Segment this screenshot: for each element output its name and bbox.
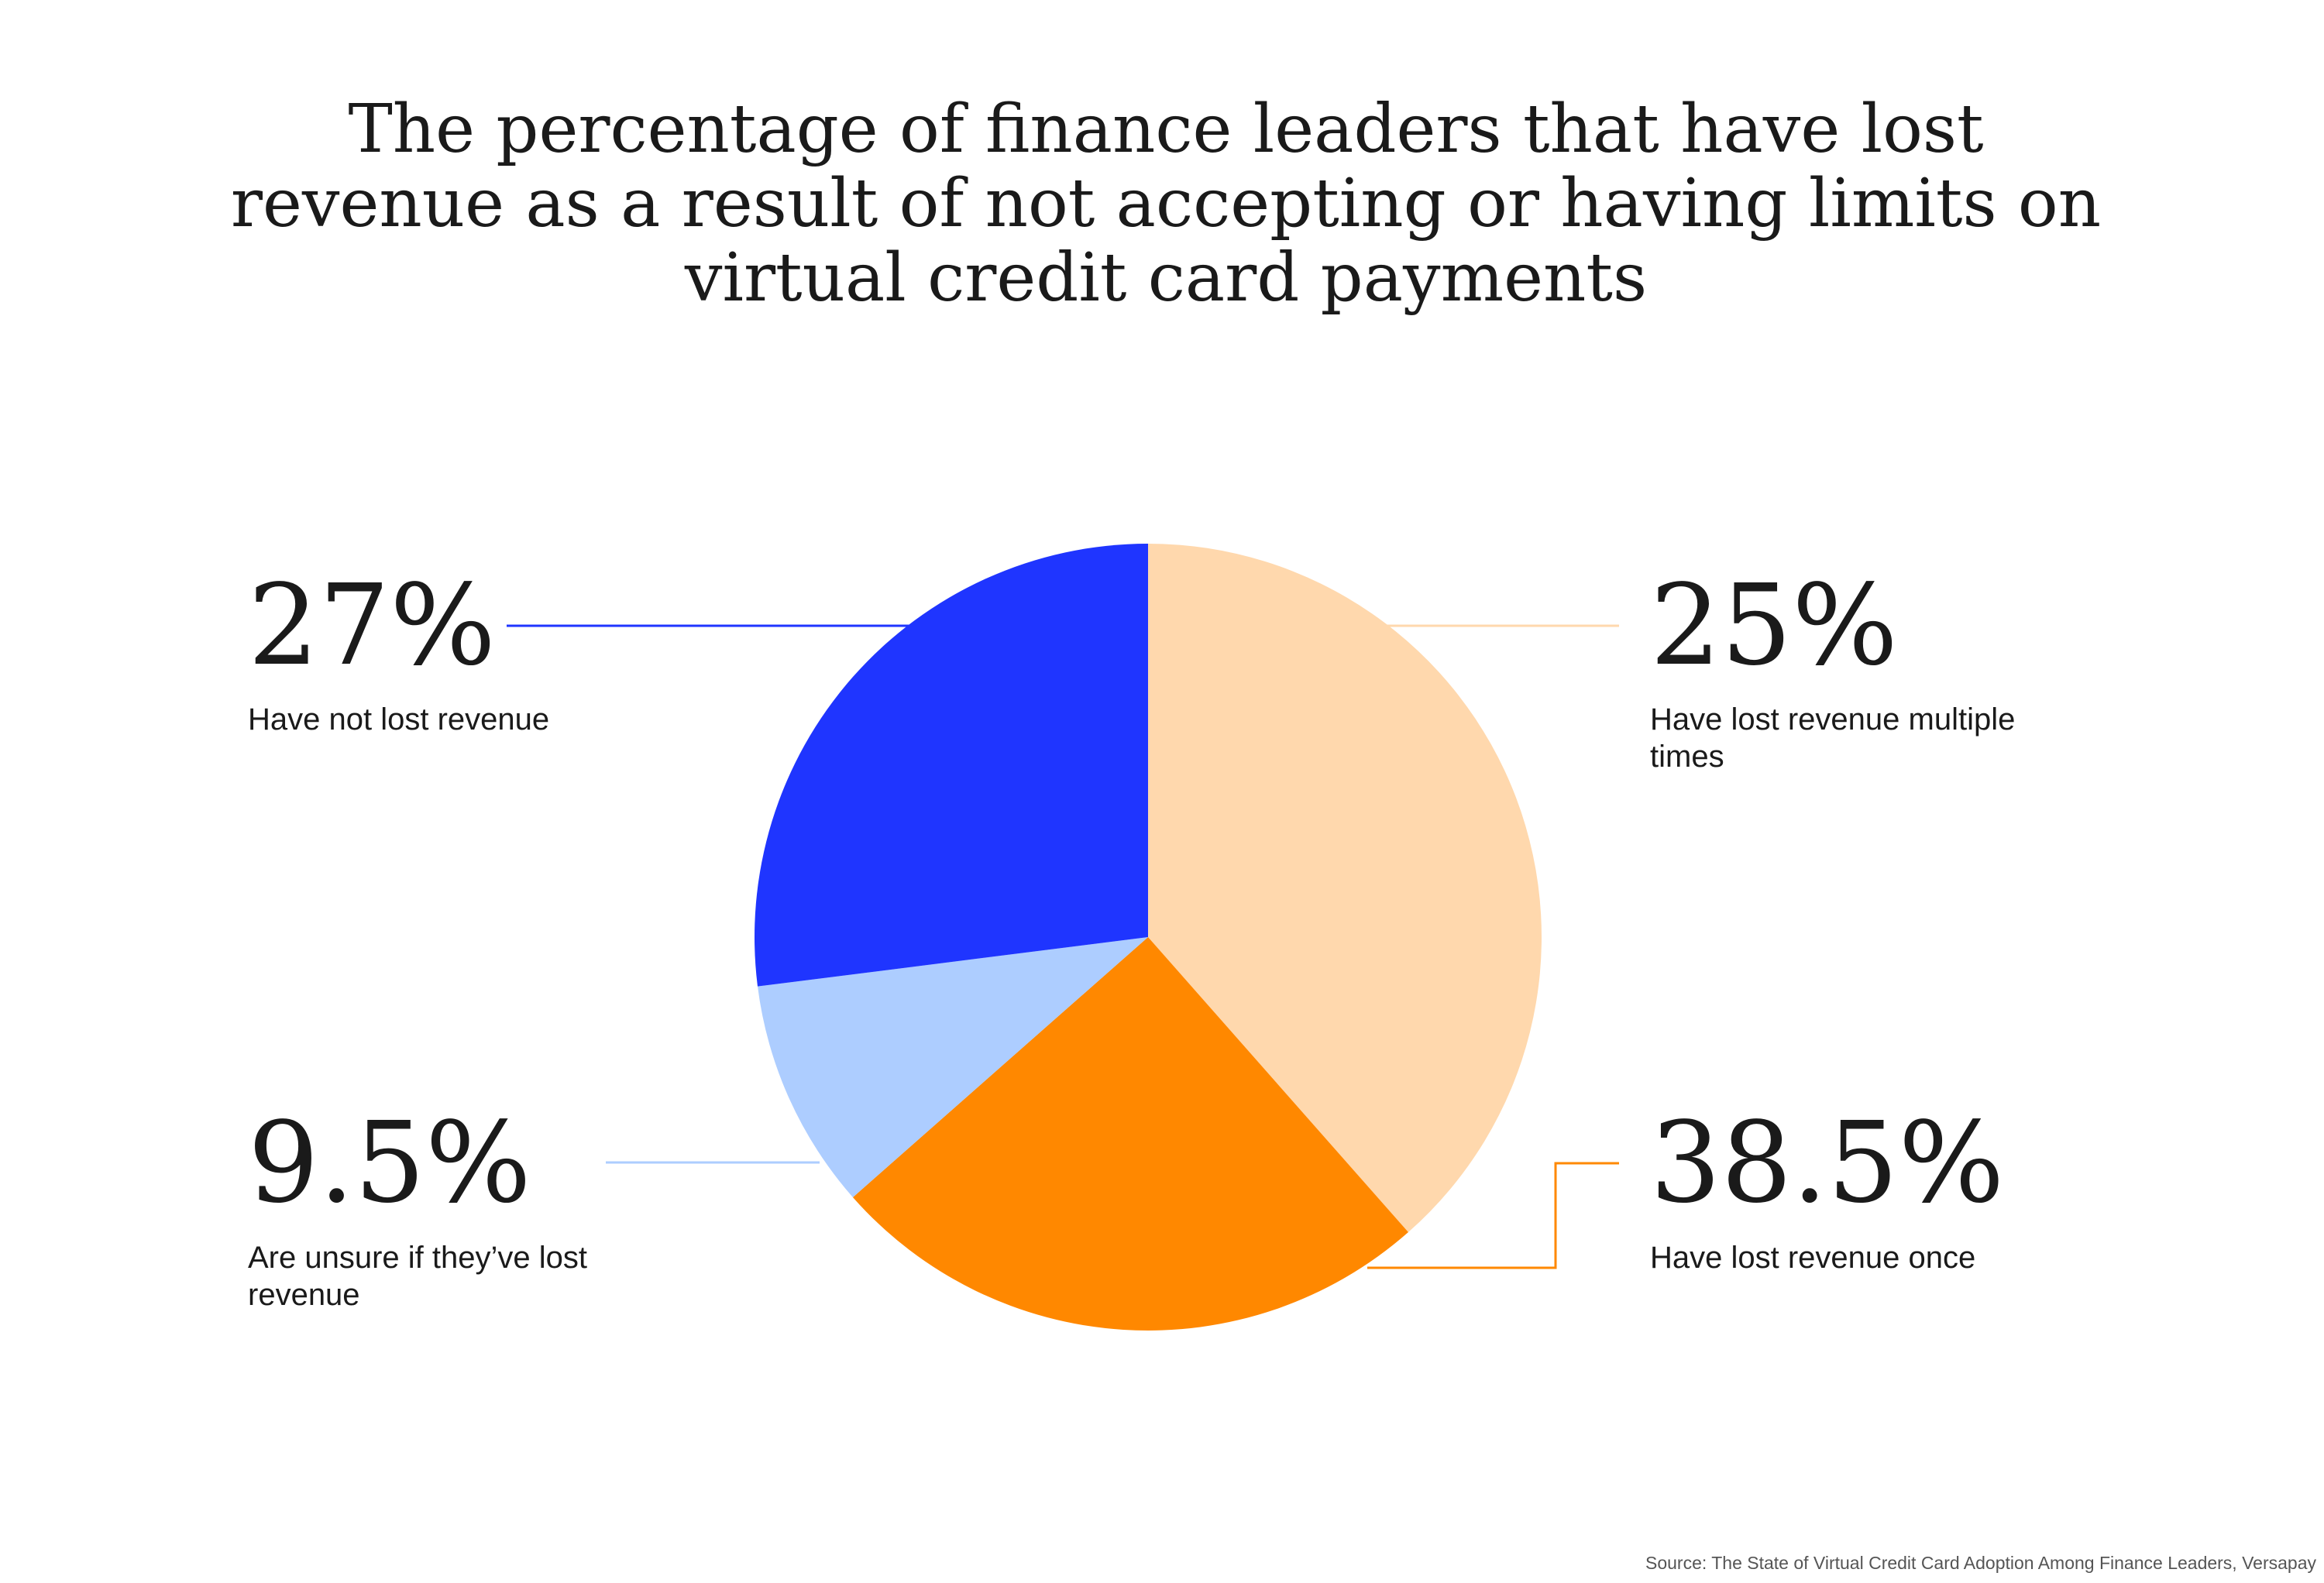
leader-line <box>1367 1162 1619 1269</box>
slice-value-label: 38.5% <box>1650 1097 2004 1228</box>
pie-slice <box>755 544 1148 987</box>
slice-labels: 38.5% Have lost revenue once 25% Have lost … <box>248 560 2015 1312</box>
leader-lines <box>507 624 1619 1269</box>
pie-slice <box>758 937 1148 1197</box>
slice-description-label: Are unsure if they’ve lost <box>248 1241 587 1275</box>
slice-description-label: Have not lost revenue <box>248 702 549 737</box>
pie-slice <box>1148 544 1542 1233</box>
slice-description-label: times <box>1650 740 1724 774</box>
source-note: Source: The State of Virtual Credit Card… <box>1645 1553 2317 1573</box>
slice-description-label: Have lost revenue multiple <box>1650 702 2015 737</box>
title-line: revenue as a result of not accepting or … <box>231 165 2101 242</box>
title-line: The percentage of finance leaders that h… <box>348 91 1983 168</box>
slice-value-label: 25% <box>1650 560 1898 690</box>
slice-value-label: 27% <box>248 560 496 690</box>
slice-value-label: 9.5% <box>248 1097 531 1228</box>
chart-title: The percentage of finance leaders that h… <box>231 91 2101 317</box>
pie-slices <box>755 544 1542 1331</box>
pie-slice <box>852 937 1408 1331</box>
slice-description-label: Have lost revenue once <box>1650 1241 1975 1275</box>
slice-description-label: revenue <box>248 1278 360 1312</box>
title-line: virtual credit card payments <box>684 239 1647 317</box>
